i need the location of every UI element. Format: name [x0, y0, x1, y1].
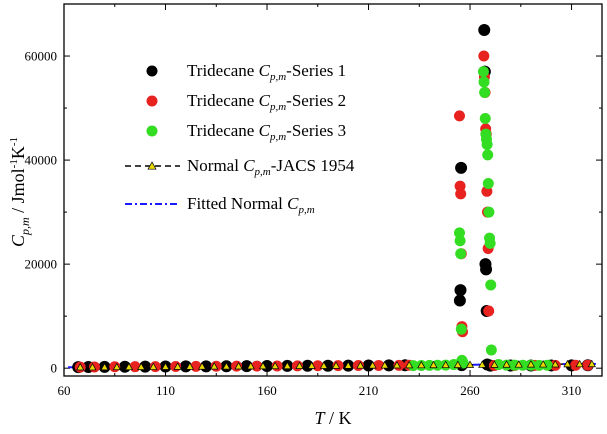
series-3-point: [485, 279, 497, 291]
data-markers: [72, 24, 596, 374]
series-4-point: [551, 359, 560, 368]
series-4-point: [185, 362, 194, 370]
series-4-point: [234, 361, 243, 370]
series-4-point: [271, 361, 280, 370]
series-4-point: [124, 362, 134, 371]
series-3-point: [517, 359, 529, 371]
legend-symbol-series-2: [146, 95, 158, 107]
series-3-point: [478, 76, 490, 88]
legend-symbol-series-1: [146, 65, 158, 77]
plot-frame: [63, 3, 603, 377]
series-4-point: [490, 360, 499, 368]
x-tick-label: 110: [156, 383, 175, 398]
series-3-point: [482, 149, 494, 161]
series-4-point: [405, 360, 414, 369]
series-3-point: [483, 206, 495, 218]
series-3-point: [482, 177, 494, 189]
series-4-point: [161, 362, 170, 370]
series-4-point: [502, 360, 511, 368]
series-4-point: [356, 361, 365, 369]
legend-symbol-series-4: [147, 161, 157, 170]
series-4-point: [429, 360, 438, 369]
series-3-point: [455, 323, 467, 335]
series-3-point: [509, 359, 521, 371]
series-2-point: [483, 305, 495, 317]
series-3-point: [481, 138, 493, 150]
series-2-point: [453, 110, 465, 122]
series-4-point: [563, 359, 572, 368]
y-tick-label: 60000: [25, 49, 58, 64]
series-2-point: [478, 50, 490, 62]
series-1-point: [455, 161, 468, 174]
legend-symbol-series-3: [146, 125, 158, 137]
series-4-point: [539, 360, 548, 368]
y-tick-label: 20000: [25, 257, 58, 272]
legend-label-series-3: Tridecane Cp,m-Series 3: [187, 121, 346, 143]
series-4-point: [173, 362, 182, 370]
series-4-point: [514, 360, 523, 368]
legend: Tridecane Cp,m-Series 1 Tridecane Cp,m-Se…: [125, 61, 355, 216]
x-axis-title: T / K: [314, 408, 351, 428]
series-4-point: [222, 362, 231, 370]
series-4-point: [319, 361, 328, 369]
legend-label-series-2: Tridecane Cp,m-Series 2: [187, 91, 346, 113]
series-4-point: [137, 362, 146, 370]
series-3-point: [454, 235, 466, 247]
x-tick-label: 210: [359, 383, 379, 398]
series-3-point: [455, 248, 467, 260]
tick-labels: 60 110 160 210 260 310 0 20000 40000 60000: [25, 49, 582, 398]
series-4-point: [331, 361, 341, 369]
series-4-point: [149, 362, 158, 370]
series-1-point: [453, 294, 466, 307]
series-4-point: [295, 361, 304, 369]
series-3-point: [479, 86, 491, 98]
series-1-point: [480, 263, 493, 276]
x-tick-label: 310: [562, 383, 582, 398]
series-3-point: [477, 66, 489, 78]
series-4-point: [380, 361, 389, 369]
y-tick-label: 40000: [25, 153, 58, 168]
series-4-point: [453, 360, 462, 368]
series-3-point: [423, 359, 435, 371]
series-4-point: [246, 361, 255, 370]
series-4-point: [197, 362, 207, 370]
series-4-point: [526, 360, 536, 368]
series-4-point: [478, 360, 487, 368]
series-3-point: [479, 112, 491, 124]
legend-label-series-4: Normal Cp,m-JACS 1954: [187, 156, 355, 178]
axis-ticks: [63, 4, 602, 376]
series-4-point: [368, 361, 377, 369]
series-4-point: [344, 361, 353, 369]
series-3-point: [484, 237, 496, 249]
series-4-point: [210, 362, 219, 370]
series-3-point: [485, 344, 497, 356]
series-4-point: [100, 362, 109, 371]
series-4-point: [283, 361, 292, 370]
x-tick-label: 260: [460, 383, 480, 398]
series-4-point: [392, 360, 402, 369]
series-4-point: [417, 360, 426, 369]
series-1-point: [454, 284, 467, 297]
series-4-point: [465, 360, 475, 368]
x-tick-label: 160: [257, 383, 277, 398]
series-3-point: [407, 360, 419, 372]
series-1-point: [478, 24, 491, 37]
legend-label-series-1: Tridecane Cp,m-Series 1: [187, 61, 346, 83]
series-4-point: [88, 362, 97, 371]
series-4-point: [258, 361, 268, 370]
series-4-point: [307, 361, 316, 369]
series-4-point: [575, 359, 584, 368]
series-4-point: [587, 359, 596, 368]
x-tick-label: 60: [58, 383, 71, 398]
legend-label-series-5: Fitted Normal Cp,m: [187, 194, 315, 216]
series-4-point: [76, 362, 85, 371]
y-axis-title: Cp,m / Jmol-1K-1: [8, 137, 32, 247]
y-tick-label: 0: [51, 361, 58, 376]
series-4-point: [441, 360, 450, 369]
series-4-point: [112, 362, 121, 371]
series-2-point: [455, 188, 467, 200]
